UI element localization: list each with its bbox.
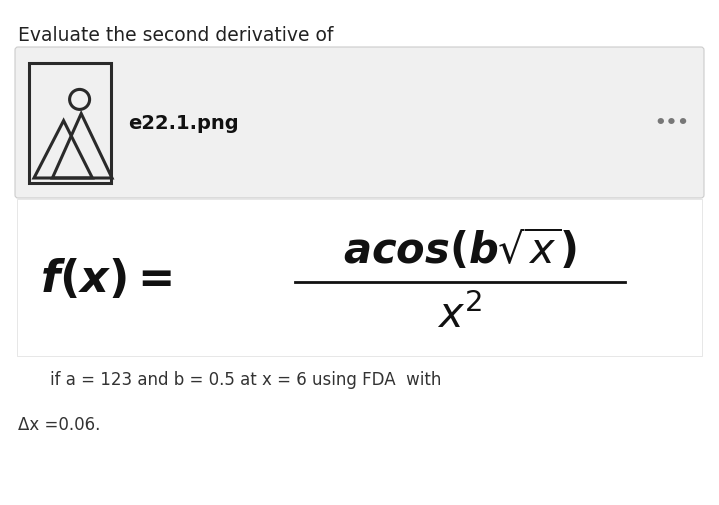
Text: if a = 123 and b = 0.5 at x = 6 using FDA  with: if a = 123 and b = 0.5 at x = 6 using FD… [50,370,441,388]
Text: e22.1.png: e22.1.png [128,114,239,133]
FancyBboxPatch shape [15,48,704,198]
FancyBboxPatch shape [29,64,111,184]
Text: $\boldsymbol{x^2}$: $\boldsymbol{x^2}$ [437,294,482,336]
Text: Evaluate the second derivative of: Evaluate the second derivative of [18,26,334,45]
Text: $\boldsymbol{f(x) =}$: $\boldsymbol{f(x) =}$ [40,256,172,300]
Text: $\boldsymbol{acos(b\sqrt{x})}$: $\boldsymbol{acos(b\sqrt{x})}$ [343,227,577,273]
Text: •••: ••• [654,114,689,132]
FancyBboxPatch shape [17,199,702,357]
Text: Δx =0.06.: Δx =0.06. [18,415,101,433]
